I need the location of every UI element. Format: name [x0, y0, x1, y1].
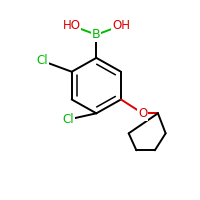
Text: Cl: Cl — [37, 54, 48, 67]
Text: O: O — [138, 107, 147, 120]
Text: HO: HO — [63, 19, 81, 32]
Text: B: B — [92, 28, 101, 41]
Text: Cl: Cl — [63, 113, 74, 126]
Text: OH: OH — [112, 19, 130, 32]
